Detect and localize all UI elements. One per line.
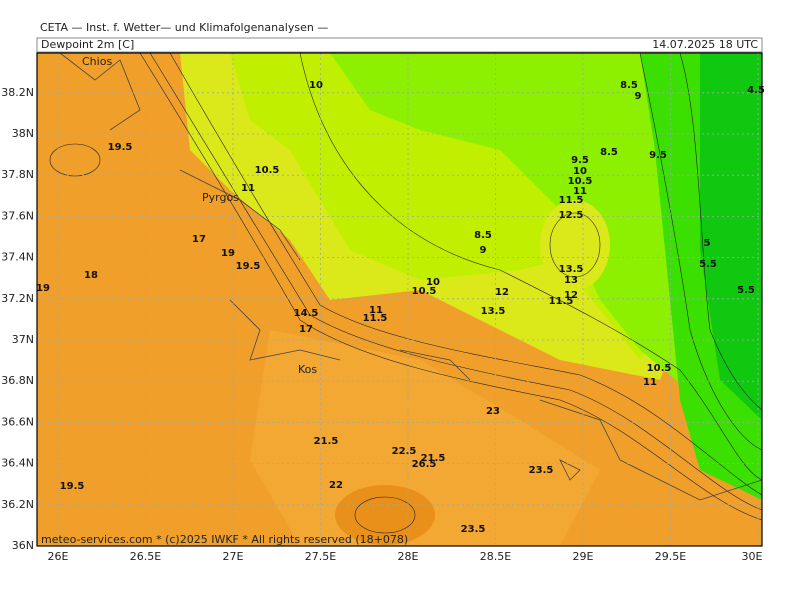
contour-label: 17: [192, 234, 206, 245]
isoline: [354, 496, 416, 534]
contour-label: 4.5: [747, 85, 765, 96]
isoline: [169, 53, 762, 496]
contour-label: 22: [329, 480, 343, 491]
contour-label: 12.5: [559, 210, 584, 221]
contour-label: 11: [241, 183, 255, 194]
contour-label: 5.5: [737, 285, 755, 296]
lon-label: 26E: [48, 550, 69, 563]
lat-label: 36N: [12, 539, 34, 552]
contour-label: 18: [84, 270, 98, 281]
contour-label: 9.5: [649, 150, 667, 161]
contour-label: 11: [643, 377, 657, 388]
contour-label: 14.5: [294, 308, 319, 319]
isoline: [679, 53, 762, 411]
contour-label: 5.5: [699, 259, 717, 270]
isoline: [49, 143, 101, 177]
coastline: [59, 53, 762, 501]
contour-label: 8.5: [600, 147, 618, 158]
contour-labels: ChiosPyrgosKos1019.510.51117191819.5198.…: [36, 55, 765, 535]
field-warm: [335, 485, 435, 545]
lon-label: 30E: [742, 550, 763, 563]
contour-label: 17: [299, 324, 313, 335]
contour-label: 19.5: [108, 142, 133, 153]
field: [37, 53, 762, 546]
contour-label: 23: [486, 406, 500, 417]
field-green: [330, 53, 700, 400]
contour-label: 13.5: [481, 306, 506, 317]
place-label: Kos: [298, 363, 317, 376]
contour-label: 10.5: [568, 176, 593, 187]
contour-label: 8.5: [620, 80, 638, 91]
contour-label: 9: [480, 245, 487, 256]
contour-label: 12: [564, 290, 578, 301]
contour-label: 10.5: [255, 165, 280, 176]
lat-label: 36.2N: [1, 498, 34, 511]
datetime-label: 14.07.2025 18 UTC: [652, 38, 758, 51]
contour-label: 9.5: [571, 155, 589, 166]
field-deepgreen: [700, 53, 762, 420]
contour-label: 23.5: [461, 524, 486, 535]
contour-label: 21.5: [314, 436, 339, 447]
lat-label: 36.8N: [1, 374, 34, 387]
coastlines: [59, 53, 762, 501]
contour-label: 26.5: [412, 459, 437, 470]
lat-label: 37.2N: [1, 292, 34, 305]
contour-label: 5: [704, 238, 711, 249]
lat-label: 36.4N: [1, 457, 34, 470]
header-title: CETA — Inst. f. Wetter— und Klimafolgena…: [40, 21, 328, 34]
isoline: [139, 53, 762, 521]
lat-label: 37.8N: [1, 168, 34, 181]
contour-label: 21.5: [421, 453, 446, 464]
field-lightorange: [250, 330, 600, 546]
header-box: [36, 37, 763, 53]
contour-label: 11.5: [363, 313, 388, 324]
contour-label: 12: [495, 287, 509, 298]
contour-label: 10.5: [412, 286, 437, 297]
lon-label: 28E: [398, 550, 419, 563]
contour-label: 9: [635, 91, 642, 102]
lon-label: 27E: [223, 550, 244, 563]
lon-label: 29E: [573, 550, 594, 563]
isoline: [549, 212, 601, 278]
contour-label: 19.5: [60, 481, 85, 492]
lon-label: 28.5E: [480, 550, 511, 563]
place-label: Pyrgos: [202, 191, 239, 204]
contour-label: 11: [573, 186, 587, 197]
contour-label: 11.5: [549, 296, 574, 307]
contour-label: 23.5: [529, 465, 554, 476]
lon-label: 29.5E: [655, 550, 686, 563]
lat-label: 37.6N: [1, 209, 34, 222]
contour-label: 10.5: [647, 363, 672, 374]
contour-label: 11.5: [559, 195, 584, 206]
lat-label: 37.4N: [1, 251, 34, 264]
lon-label: 26.5E: [130, 550, 161, 563]
contour-label: 10: [426, 277, 440, 288]
contour-label: 19: [36, 283, 50, 294]
contour-label: 10: [309, 80, 323, 91]
contour-label: 10: [573, 166, 587, 177]
place-label: Chios: [82, 55, 112, 68]
lat-label: 37N: [12, 333, 34, 346]
graticule: 26E 26.5E 27E 27.5E 28E 28.5E 29E 29.5E 30E 36N 36…: [1, 53, 763, 563]
map-frame: [36, 52, 763, 547]
contour-label: 11: [369, 305, 383, 316]
lat-label: 38.2N: [1, 86, 34, 99]
contour-label: 19.5: [236, 261, 261, 272]
copyright: meteo-services.com * (c)2025 IWKF * All …: [41, 533, 408, 546]
isoline: [299, 53, 762, 481]
contour-label: 13: [564, 275, 578, 286]
contour-label: 8.5: [474, 230, 492, 241]
contour-label: 13.5: [559, 264, 584, 275]
contour-label: 19: [221, 248, 235, 259]
isoline: [639, 53, 762, 451]
contour-label: 22.5: [392, 446, 417, 457]
variable-label: Dewpoint 2m [C]: [41, 38, 134, 51]
lon-label: 27.5E: [305, 550, 336, 563]
lat-label: 36.6N: [1, 415, 34, 428]
lat-label: 38N: [12, 127, 34, 140]
